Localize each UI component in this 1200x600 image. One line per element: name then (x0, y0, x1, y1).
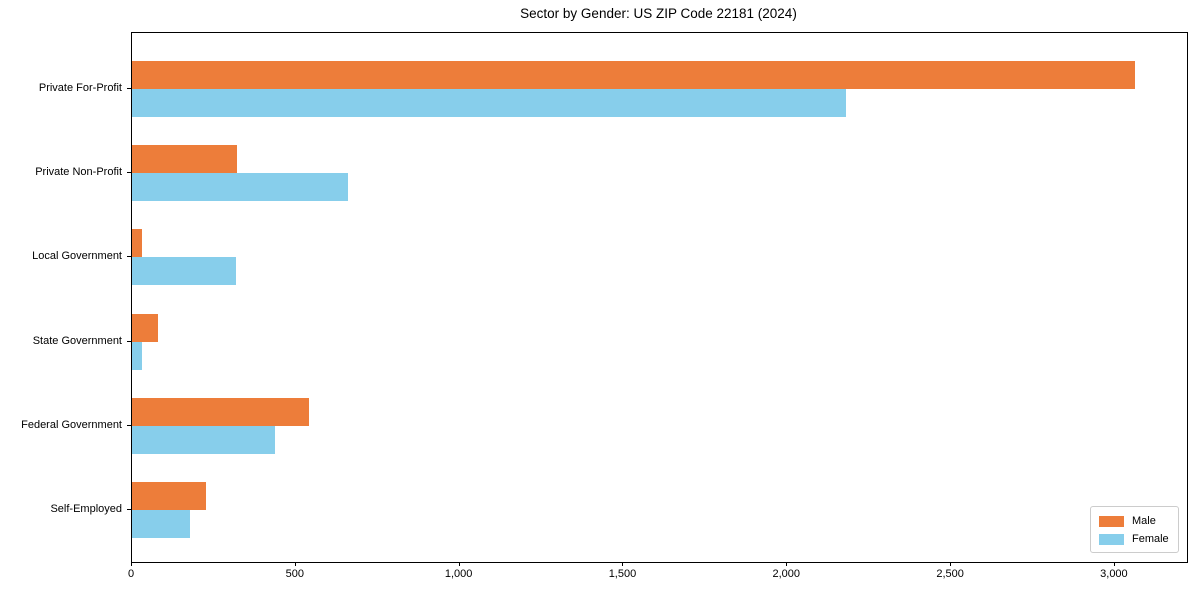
x-tick-mark (458, 562, 460, 566)
bar-female-state-government (132, 341, 142, 370)
bar-male-private-non-profit (132, 145, 237, 174)
bar-female-private-for-profit (132, 89, 847, 117)
x-tick-mark (1113, 562, 1115, 566)
y-tick-label-self-employed: Self-Employed (50, 503, 122, 515)
bar-female-self-employed (132, 510, 191, 538)
y-tick-label-private-for-profit: Private For-Profit (38, 82, 122, 94)
legend-label-female: Female (1132, 533, 1169, 545)
y-tick-mark (127, 88, 131, 89)
y-tick-label-state-government: State Government (32, 334, 122, 347)
male-series-swatch (1099, 515, 1124, 527)
y-tick-label-local-government: Local Government (32, 250, 122, 263)
x-tick-label-1-000: 1,000 (444, 568, 473, 580)
legend-entry-female: Female (1099, 531, 1170, 547)
x-tick-label-3-000: 3,000 (1100, 568, 1128, 580)
bar-female-local-government (132, 257, 237, 286)
plot-area (131, 32, 1188, 563)
legend-entry-male: Male (1099, 513, 1170, 529)
y-tick-mark (127, 340, 131, 342)
x-tick-mark (294, 562, 296, 566)
x-tick-label-500: 500 (285, 568, 304, 580)
x-tick-label-0: 0 (127, 568, 135, 580)
x-tick-mark (786, 562, 788, 566)
chart-title: Sector by Gender: US ZIP Code 22181 (202… (520, 6, 797, 21)
bar-male-self-employed (132, 482, 206, 510)
bar-male-private-for-profit (132, 61, 1135, 89)
x-tick-mark (950, 562, 952, 566)
female-series-swatch (1099, 533, 1124, 545)
x-tick-label-2-000: 2,000 (772, 568, 801, 580)
bar-female-private-non-profit (132, 173, 349, 202)
y-tick-mark (127, 256, 131, 258)
y-tick-mark (127, 172, 131, 174)
y-tick-mark (127, 509, 131, 510)
y-tick-mark (127, 424, 131, 426)
x-tick-label-2-500: 2,500 (936, 568, 964, 580)
x-tick-label-1-500: 1,500 (608, 568, 637, 580)
legend-label-male: Male (1132, 515, 1156, 527)
bar-male-federal-government (132, 397, 309, 426)
y-tick-label-private-non-profit: Private Non-Profit (35, 166, 122, 179)
bar-female-federal-government (132, 425, 276, 454)
bar-male-local-government (132, 229, 142, 258)
legend: Male Female (1090, 506, 1179, 553)
bar-male-state-government (132, 313, 159, 342)
y-tick-label-federal-government: Federal Government (21, 418, 122, 431)
x-tick-mark (131, 562, 132, 566)
x-tick-mark (622, 562, 624, 566)
